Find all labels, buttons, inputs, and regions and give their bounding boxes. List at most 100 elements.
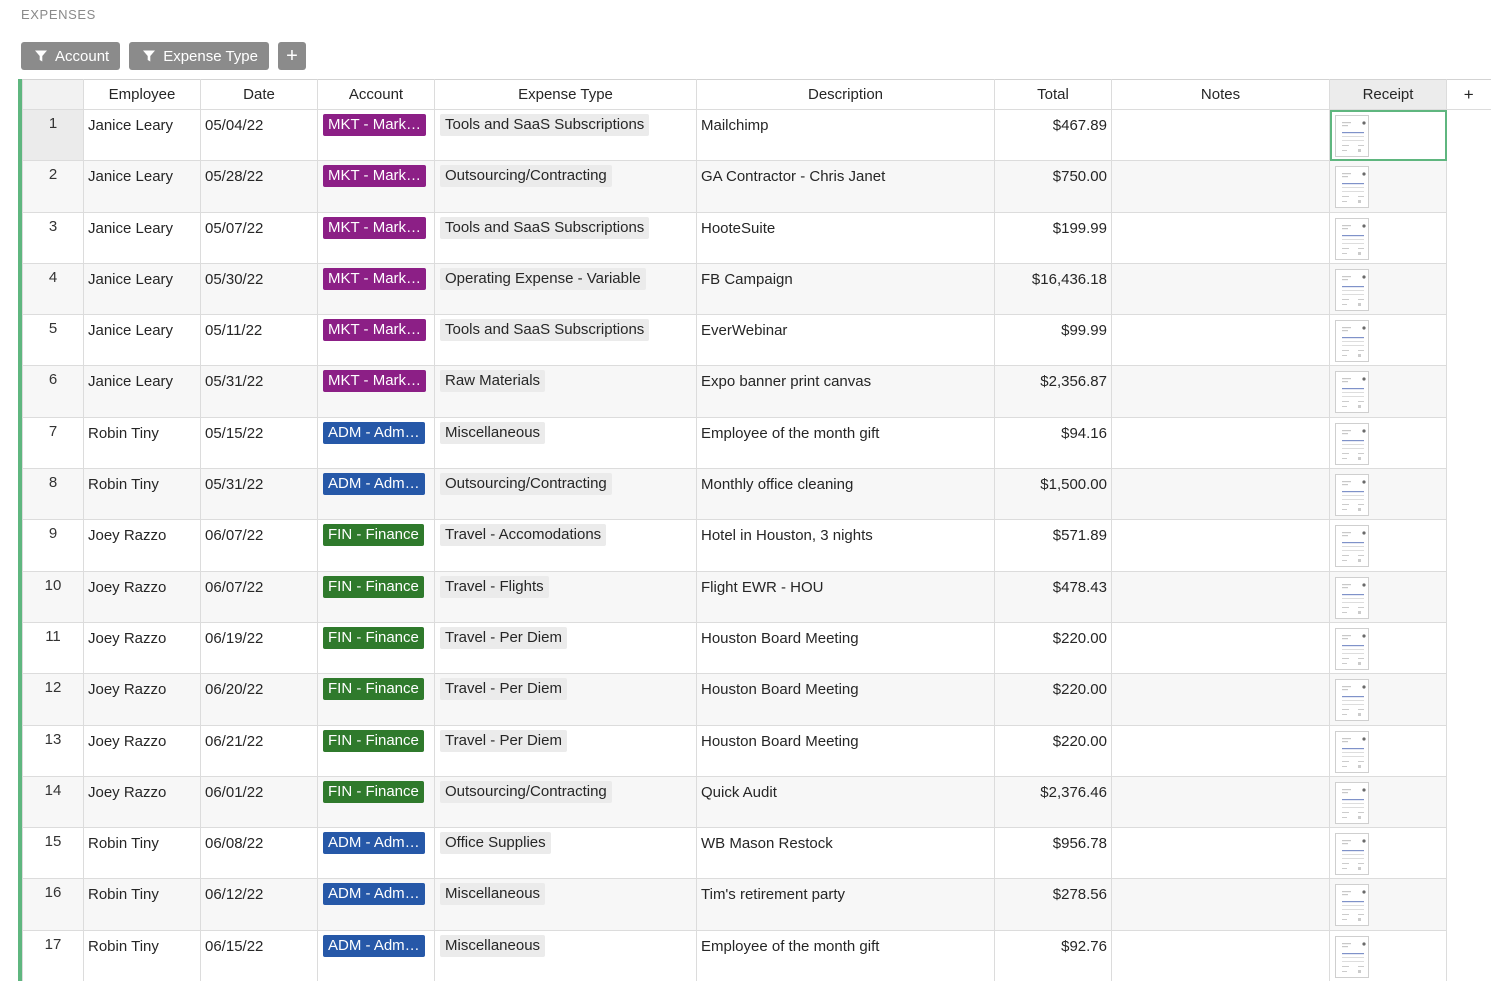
cell-description[interactable]: Houston Board Meeting: [696, 621, 995, 675]
cell-date[interactable]: 05/15/22: [200, 416, 318, 470]
row-number[interactable]: 9: [22, 519, 84, 572]
row-number[interactable]: 8: [22, 468, 84, 521]
cell-employee[interactable]: Joey Razzo: [83, 724, 201, 777]
cell-account[interactable]: ADM - Adm…: [317, 468, 435, 521]
cell-date[interactable]: 06/12/22: [200, 878, 318, 931]
cell-receipt[interactable]: [1329, 570, 1447, 623]
row-number[interactable]: 12: [22, 673, 84, 726]
cell-receipt[interactable]: [1329, 416, 1447, 470]
table-row[interactable]: 17 Robin Tiny 06/15/22 ADM - Adm… Miscellane…: [22, 929, 1491, 981]
cell-description[interactable]: Expo banner print canvas: [696, 365, 995, 418]
cell-total[interactable]: $1,500.00: [994, 468, 1112, 521]
cell-employee[interactable]: Joey Razzo: [83, 673, 201, 726]
column-header-notes[interactable]: Notes: [1111, 79, 1330, 110]
cell-employee[interactable]: Robin Tiny: [83, 878, 201, 931]
cell-description[interactable]: Tim's retirement party: [696, 878, 995, 931]
cell-date[interactable]: 05/11/22: [200, 314, 318, 367]
cell-employee[interactable]: Janice Leary: [83, 211, 201, 264]
cell-description[interactable]: HooteSuite: [696, 211, 995, 264]
cell-employee[interactable]: Joey Razzo: [83, 519, 201, 572]
cell-description[interactable]: WB Mason Restock: [696, 827, 995, 880]
cell-date[interactable]: 06/21/22: [200, 724, 318, 777]
cell-notes[interactable]: [1111, 929, 1330, 981]
receipt-thumbnail[interactable]: [1335, 935, 1369, 978]
receipt-thumbnail[interactable]: [1335, 320, 1369, 363]
cell-employee[interactable]: Janice Leary: [83, 365, 201, 418]
cell-notes[interactable]: [1111, 211, 1330, 264]
cell-description[interactable]: Flight EWR - HOU: [696, 570, 995, 623]
column-header-total[interactable]: Total: [994, 79, 1112, 110]
row-number[interactable]: 3: [22, 211, 84, 264]
cell-expense-type[interactable]: Outsourcing/Contracting: [434, 160, 697, 213]
cell-expense-type[interactable]: Raw Materials: [434, 365, 697, 418]
cell-expense-type[interactable]: Miscellaneous: [434, 416, 697, 470]
cell-receipt[interactable]: [1329, 468, 1447, 521]
receipt-thumbnail[interactable]: [1335, 525, 1369, 568]
cell-date[interactable]: 06/20/22: [200, 673, 318, 726]
cell-account[interactable]: MKT - Mark…: [317, 262, 435, 316]
cell-date[interactable]: 05/07/22: [200, 211, 318, 264]
cell-notes[interactable]: [1111, 827, 1330, 880]
cell-receipt[interactable]: [1329, 621, 1447, 675]
cell-date[interactable]: 06/01/22: [200, 775, 318, 829]
cell-total[interactable]: $2,356.87: [994, 365, 1112, 418]
receipt-thumbnail[interactable]: [1335, 166, 1369, 209]
cell-total[interactable]: $478.43: [994, 570, 1112, 623]
column-header-receipt[interactable]: Receipt: [1329, 79, 1447, 110]
receipt-thumbnail[interactable]: [1335, 884, 1369, 927]
cell-account[interactable]: ADM - Adm…: [317, 416, 435, 470]
cell-receipt[interactable]: [1329, 929, 1447, 981]
cell-date[interactable]: 06/07/22: [200, 570, 318, 623]
cell-total[interactable]: $2,376.46: [994, 775, 1112, 829]
cell-expense-type[interactable]: Travel - Per Diem: [434, 673, 697, 726]
cell-description[interactable]: EverWebinar: [696, 314, 995, 367]
cell-expense-type[interactable]: Travel - Per Diem: [434, 724, 697, 777]
cell-account[interactable]: MKT - Mark…: [317, 108, 435, 162]
cell-employee[interactable]: Robin Tiny: [83, 827, 201, 880]
cell-total[interactable]: $92.76: [994, 929, 1112, 981]
column-header-account[interactable]: Account: [317, 79, 435, 110]
row-number-header[interactable]: [22, 79, 84, 110]
cell-expense-type[interactable]: Operating Expense - Variable: [434, 262, 697, 316]
row-number[interactable]: 10: [22, 570, 84, 623]
cell-receipt[interactable]: [1329, 724, 1447, 777]
row-number[interactable]: 17: [22, 929, 84, 981]
cell-employee[interactable]: Janice Leary: [83, 262, 201, 316]
cell-expense-type[interactable]: Travel - Flights: [434, 570, 697, 623]
cell-total[interactable]: $99.99: [994, 314, 1112, 367]
cell-expense-type[interactable]: Tools and SaaS Subscriptions: [434, 314, 697, 367]
cell-receipt[interactable]: [1329, 519, 1447, 572]
cell-total[interactable]: $956.78: [994, 827, 1112, 880]
table-row[interactable]: 6 Janice Leary 05/31/22 MKT - Mark… Raw Mate…: [22, 365, 1491, 418]
cell-description[interactable]: Monthly office cleaning: [696, 468, 995, 521]
cell-employee[interactable]: Robin Tiny: [83, 416, 201, 470]
cell-expense-type[interactable]: Travel - Per Diem: [434, 621, 697, 675]
cell-description[interactable]: Hotel in Houston, 3 nights: [696, 519, 995, 572]
cell-date[interactable]: 05/04/22: [200, 108, 318, 162]
add-filter-button[interactable]: +: [278, 42, 306, 70]
cell-receipt[interactable]: [1329, 211, 1447, 264]
row-number[interactable]: 5: [22, 314, 84, 367]
cell-date[interactable]: 06/15/22: [200, 929, 318, 981]
cell-notes[interactable]: [1111, 724, 1330, 777]
receipt-thumbnail[interactable]: [1335, 781, 1369, 824]
cell-description[interactable]: FB Campaign: [696, 262, 995, 316]
cell-account[interactable]: FIN - Finance: [317, 775, 435, 829]
cell-account[interactable]: FIN - Finance: [317, 621, 435, 675]
table-row[interactable]: 15 Robin Tiny 06/08/22 ADM - Adm… Office Sup…: [22, 827, 1491, 880]
cell-total[interactable]: $571.89: [994, 519, 1112, 572]
table-row[interactable]: 11 Joey Razzo 06/19/22 FIN - Finance Travel …: [22, 621, 1491, 675]
receipt-thumbnail[interactable]: [1335, 422, 1369, 465]
row-number[interactable]: 13: [22, 724, 84, 777]
cell-total[interactable]: $199.99: [994, 211, 1112, 264]
cell-expense-type[interactable]: Miscellaneous: [434, 929, 697, 981]
cell-notes[interactable]: [1111, 621, 1330, 675]
table-row[interactable]: 12 Joey Razzo 06/20/22 FIN - Finance Travel …: [22, 673, 1491, 726]
filter-account-button[interactable]: Account: [21, 42, 121, 70]
receipt-thumbnail[interactable]: [1335, 217, 1369, 260]
cell-account[interactable]: FIN - Finance: [317, 673, 435, 726]
row-number[interactable]: 14: [22, 775, 84, 829]
column-header-employee[interactable]: Employee: [83, 79, 201, 110]
cell-expense-type[interactable]: Travel - Accomodations: [434, 519, 697, 572]
table-row[interactable]: 14 Joey Razzo 06/01/22 FIN - Finance Outsour…: [22, 775, 1491, 829]
